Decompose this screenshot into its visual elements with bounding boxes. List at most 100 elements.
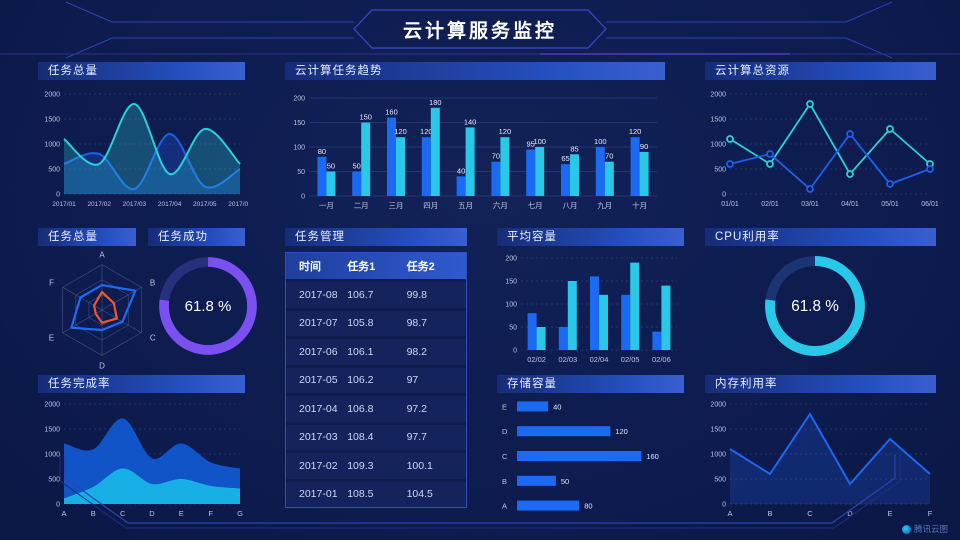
- svg-text:61.8 %: 61.8 %: [185, 298, 232, 315]
- table-cell: 时间: [299, 261, 321, 273]
- avg-capacity-chart[interactable]: 0 50 100 150 200 02/02 02/03 02/04 02/05 02/06: [495, 248, 685, 366]
- svg-text:150: 150: [505, 279, 517, 286]
- task-success-gauge[interactable]: 61.8 %: [152, 248, 264, 364]
- svg-text:02/01: 02/01: [761, 201, 779, 208]
- table-cell: 2017-07: [299, 317, 338, 330]
- svg-text:120: 120: [615, 427, 628, 436]
- svg-text:C: C: [807, 509, 813, 518]
- table-row: 2017-04 106.8 97.2: [286, 393, 466, 422]
- table-cell: 109.3: [347, 459, 374, 472]
- svg-text:B: B: [150, 278, 155, 287]
- svg-text:E: E: [179, 509, 184, 518]
- svg-text:A: A: [61, 509, 66, 518]
- svg-text:A: A: [727, 509, 732, 518]
- svg-text:E: E: [887, 509, 892, 518]
- svg-text:0: 0: [301, 194, 305, 201]
- svg-text:0: 0: [722, 502, 726, 509]
- svg-text:02/04: 02/04: [590, 355, 609, 364]
- svg-text:06/01: 06/01: [921, 201, 938, 208]
- svg-text:90: 90: [640, 142, 648, 151]
- panel-title-task-completion: 任务完成率: [38, 375, 245, 393]
- panel-title-cloud-resource: 云计算总资源: [705, 62, 936, 80]
- svg-text:2000: 2000: [44, 402, 60, 409]
- task-total-radar-chart[interactable]: A B C D E F: [36, 244, 168, 370]
- tencent-cloud-logo-icon: [901, 524, 911, 534]
- svg-text:0: 0: [722, 192, 726, 199]
- cpu-usage-gauge[interactable]: 61.8 %: [758, 244, 872, 368]
- svg-text:一月: 一月: [319, 201, 334, 210]
- svg-text:九月: 九月: [597, 201, 612, 210]
- table-cell: 98.2: [406, 345, 428, 358]
- table-row: 2017-08 106.7 99.8: [286, 279, 466, 308]
- svg-text:120: 120: [394, 127, 407, 136]
- table-cell: 105.8: [347, 317, 374, 330]
- svg-text:0: 0: [56, 192, 60, 199]
- svg-text:2000: 2000: [44, 92, 60, 99]
- svg-text:40: 40: [457, 166, 465, 175]
- table-cell: 108.5: [347, 488, 374, 501]
- svg-text:70: 70: [492, 152, 500, 161]
- svg-text:2017/02: 2017/02: [87, 201, 111, 208]
- table-cell: 97.2: [406, 402, 428, 415]
- panel-title-avg-capacity: 平均容量: [497, 228, 684, 246]
- svg-text:01/01: 01/01: [721, 201, 739, 208]
- svg-text:1000: 1000: [710, 142, 726, 149]
- watermark-label: 腾讯云图: [913, 524, 948, 534]
- table-row: 2017-02 109.3 100.1: [286, 450, 466, 479]
- task-total-line-chart[interactable]: 0 500 1000 1500 2000 2017/01 2017/02 2017/03 201…: [34, 84, 248, 210]
- svg-text:500: 500: [714, 477, 726, 484]
- table-cell: 106.8: [347, 402, 374, 415]
- panel-title-cpu-usage: CPU利用率: [705, 228, 936, 246]
- svg-text:40: 40: [553, 402, 561, 411]
- svg-text:A: A: [99, 251, 105, 260]
- header-decoration: [0, 1, 960, 58]
- table-cell: 2017-06: [299, 345, 338, 358]
- table-cell: 2017-02: [299, 459, 338, 472]
- table-cell: 106.1: [347, 345, 374, 358]
- panel-title-task-total-radar: 任务总量: [38, 228, 136, 246]
- svg-text:2017/01: 2017/01: [52, 201, 76, 208]
- svg-text:04/01: 04/01: [841, 201, 859, 208]
- svg-text:F: F: [928, 509, 933, 518]
- svg-text:D: D: [99, 361, 105, 370]
- panel-title-task-total-line: 任务总量: [38, 62, 245, 80]
- svg-text:80: 80: [584, 502, 592, 511]
- svg-text:02/03: 02/03: [558, 355, 577, 364]
- svg-text:180: 180: [429, 98, 442, 107]
- memory-usage-chart[interactable]: 0 500 1000 1500 2000 A B C D E F: [700, 394, 938, 520]
- svg-text:100: 100: [293, 145, 305, 152]
- svg-text:500: 500: [714, 167, 726, 174]
- table-cell: 99.8: [406, 288, 428, 301]
- cloud-resource-chart[interactable]: 0 500 1000 1500 2000 01/01 02/01 03/01 04/01 05/0…: [700, 84, 938, 210]
- svg-text:70: 70: [605, 152, 613, 161]
- svg-text:七月: 七月: [528, 201, 543, 210]
- svg-text:160: 160: [385, 108, 398, 117]
- svg-text:80: 80: [318, 147, 326, 156]
- svg-text:500: 500: [48, 477, 60, 484]
- table-cell: 104.5: [406, 488, 433, 501]
- svg-text:61.8 %: 61.8 %: [791, 298, 839, 315]
- svg-text:0: 0: [56, 502, 60, 509]
- svg-text:八月: 八月: [563, 201, 578, 210]
- table-header-row: 时间 任务1 任务2: [286, 253, 466, 279]
- svg-text:E: E: [502, 402, 507, 411]
- watermark: 腾讯云图: [901, 523, 948, 535]
- svg-text:500: 500: [48, 167, 60, 174]
- svg-text:三月: 三月: [389, 201, 404, 210]
- table-cell: 97: [406, 374, 419, 387]
- svg-text:02/02: 02/02: [527, 355, 546, 364]
- cloud-task-trend-chart[interactable]: 0 50 100 150 200 一月 二月 三月 四月 五月 六月 七月 八月 九月 十月 80 50 160 1…: [285, 84, 665, 212]
- storage-capacity-chart[interactable]: E 40 D 120 C 160 B 50 A 80: [497, 394, 685, 518]
- panel-title-cloud-task-trend: 云计算任务趋势: [285, 62, 665, 80]
- task-table[interactable]: 时间 任务1 任务2 2017-08 106.7 99.8 2017-07 105.8 98.7…: [285, 252, 467, 508]
- svg-text:65: 65: [561, 154, 569, 163]
- task-completion-chart[interactable]: 0 500 1000 1500 2000 A B C D E F G: [34, 394, 248, 520]
- panel-title-task-table: 任务管理: [285, 228, 467, 246]
- svg-text:2017/05: 2017/05: [193, 201, 217, 208]
- svg-text:50: 50: [327, 162, 335, 171]
- svg-text:1500: 1500: [44, 117, 60, 124]
- svg-text:四月: 四月: [423, 201, 438, 210]
- svg-text:200: 200: [293, 96, 305, 103]
- svg-text:2000: 2000: [710, 402, 726, 409]
- bottom-frame-decoration: [59, 455, 901, 529]
